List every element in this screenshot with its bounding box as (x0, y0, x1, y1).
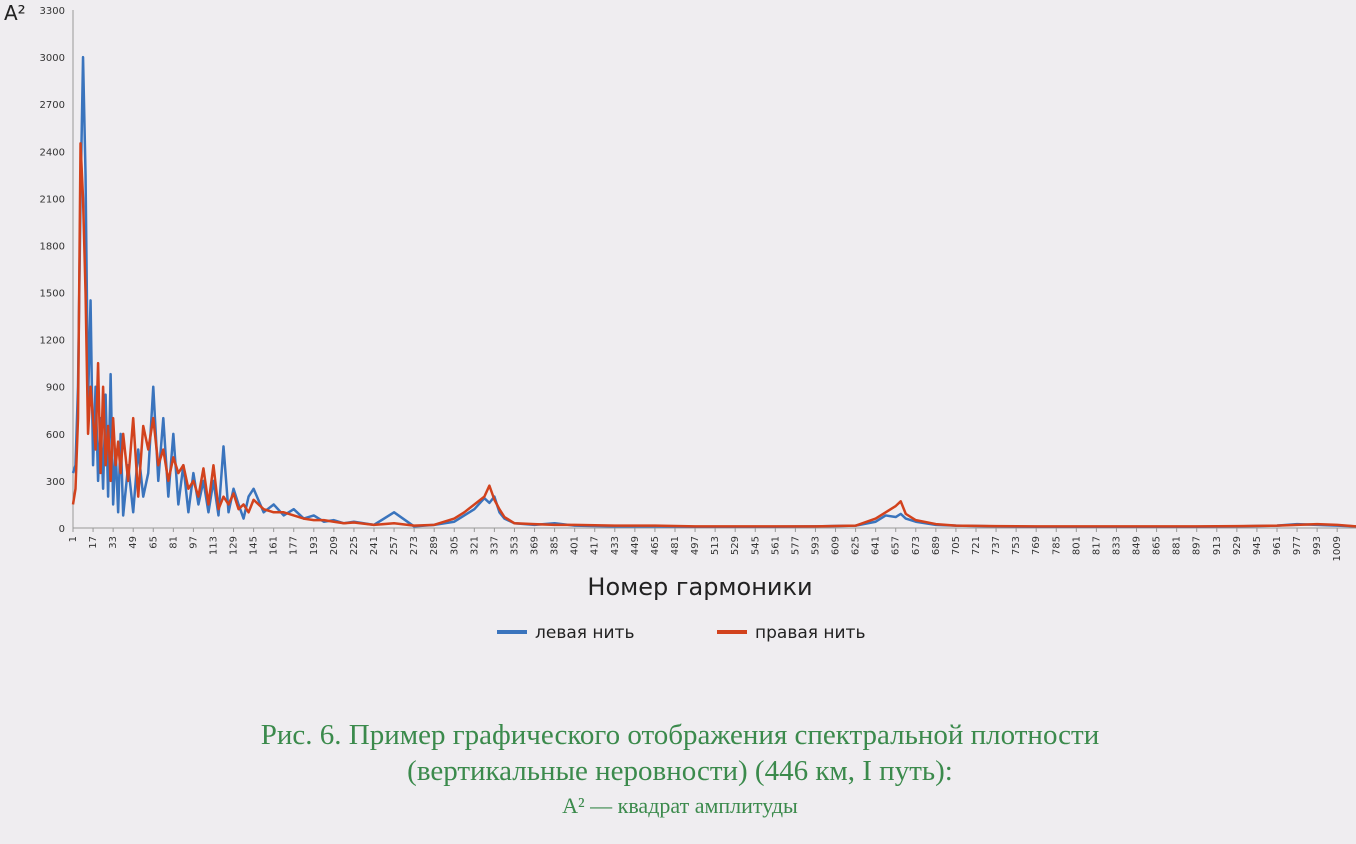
x-tick-label: 913 (1212, 536, 1223, 555)
legend-label: правая нить (755, 623, 865, 643)
x-tick-label: 625 (851, 536, 862, 555)
x-tick-label: 593 (810, 536, 821, 555)
x-axis-label: Номер гармоники (587, 573, 812, 601)
x-tick-label: 577 (790, 536, 801, 555)
x-tick-label: 881 (1172, 536, 1183, 555)
y-tick-label: 3000 (40, 53, 65, 64)
x-tick-label: 145 (249, 536, 260, 555)
x-tick-label: 945 (1252, 536, 1263, 555)
x-tick-label: 769 (1031, 536, 1042, 555)
x-tick-label: 401 (570, 536, 581, 555)
x-tick-label: 801 (1071, 536, 1082, 555)
x-tick-label: 289 (429, 536, 440, 555)
x-tick-label: 817 (1091, 536, 1102, 555)
x-tick-label: 865 (1152, 536, 1163, 555)
x-tick-label: 705 (951, 536, 962, 555)
x-tick-label: 337 (489, 536, 500, 555)
x-tick-label: 657 (891, 536, 902, 555)
y-tick-label: 2700 (40, 100, 65, 111)
y-tick-label: 1500 (40, 289, 65, 300)
y-tick-label: 1800 (40, 241, 65, 252)
caption-line: (вертикальные неровности) (446 км, I пут… (407, 755, 953, 787)
x-tick-label: 49 (128, 536, 139, 549)
x-tick-label: 97 (188, 536, 199, 549)
x-tick-label: 193 (309, 536, 320, 555)
x-tick-label: 465 (650, 536, 661, 555)
legend-label: левая нить (535, 623, 634, 643)
x-tick-label: 897 (1192, 536, 1203, 555)
x-tick-label: 1 (68, 536, 79, 542)
y-axis-label: A² (4, 1, 26, 25)
x-tick-label: 33 (108, 536, 119, 549)
x-tick-label: 129 (229, 536, 240, 555)
x-tick-label: 961 (1272, 536, 1283, 555)
x-tick-label: 785 (1051, 536, 1062, 555)
y-tick-label: 300 (46, 477, 65, 488)
x-tick-label: 753 (1011, 536, 1022, 555)
x-tick-label: 1009 (1332, 536, 1343, 561)
x-tick-label: 385 (550, 536, 561, 555)
x-tick-label: 529 (730, 536, 741, 555)
x-tick-label: 257 (389, 536, 400, 555)
x-tick-label: 65 (148, 536, 159, 549)
x-tick-label: 177 (289, 536, 300, 555)
x-tick-label: 433 (610, 536, 621, 555)
y-tick-label: 3300 (40, 6, 65, 17)
x-tick-label: 241 (369, 536, 380, 555)
x-tick-label: 369 (530, 536, 541, 555)
x-tick-label: 113 (208, 536, 219, 555)
x-tick-label: 81 (168, 536, 179, 549)
x-tick-label: 673 (911, 536, 922, 555)
y-tick-label: 2100 (40, 194, 65, 205)
x-tick-label: 641 (871, 536, 882, 555)
data-line (71, 142, 1356, 528)
x-tick-label: 609 (831, 536, 842, 555)
x-tick-label: 161 (269, 536, 280, 555)
x-tick-label: 417 (590, 536, 601, 555)
caption-line: Рис. 6. Пример графического отображения … (261, 719, 1100, 751)
x-tick-label: 833 (1111, 536, 1122, 555)
x-tick-label: 353 (509, 536, 520, 555)
x-tick-label: 929 (1232, 536, 1243, 555)
x-tick-label: 17 (88, 536, 99, 549)
x-tick-label: 849 (1132, 536, 1143, 555)
x-tick-label: 513 (710, 536, 721, 555)
x-tick-label: 273 (409, 536, 420, 555)
x-tick-label: 209 (329, 536, 340, 555)
y-tick-label: 600 (46, 430, 65, 441)
data-line (71, 55, 1356, 528)
caption-line: A² — квадрат амплитуды (562, 793, 798, 818)
x-tick-label: 689 (931, 536, 942, 555)
x-tick-label: 993 (1312, 536, 1323, 555)
x-tick-label: 721 (971, 536, 982, 555)
y-tick-label: 2400 (40, 147, 65, 158)
x-tick-label: 561 (770, 536, 781, 555)
x-tick-label: 737 (991, 536, 1002, 555)
x-tick-label: 225 (349, 536, 360, 555)
x-tick-label: 449 (630, 536, 641, 555)
y-tick-label: 900 (46, 383, 65, 394)
x-tick-label: 481 (670, 536, 681, 555)
x-tick-label: 305 (449, 536, 460, 555)
x-tick-label: 977 (1292, 536, 1303, 555)
x-tick-label: 545 (750, 536, 761, 555)
y-tick-label: 0 (59, 524, 65, 535)
x-tick-label: 321 (469, 536, 480, 555)
x-tick-label: 497 (690, 536, 701, 555)
y-tick-label: 1200 (40, 336, 65, 347)
